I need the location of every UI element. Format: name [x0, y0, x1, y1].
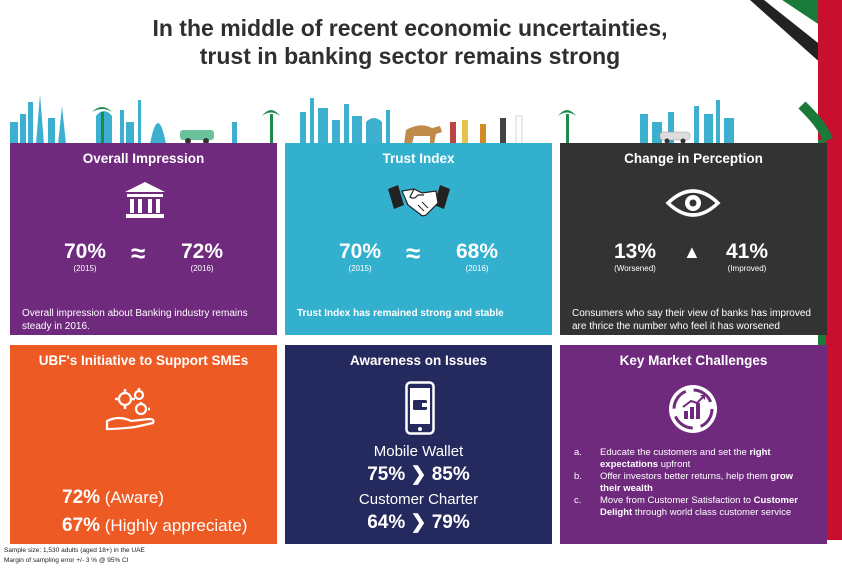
list-item-marker: a. — [574, 447, 582, 458]
key-market-challenges-card: Key Market Challenges a. Educate the cust… — [560, 345, 827, 544]
mobile-wallet-values: 75% ❯ 85% — [367, 464, 470, 485]
list-item-emphasis: grow their wealth — [600, 471, 794, 494]
list-item-text-end: through world class customer service — [632, 506, 792, 518]
customer-charter-label: Customer Charter — [358, 491, 479, 508]
overall-value-2016: 72% — [180, 240, 224, 263]
mobile-wallet-icon — [405, 381, 435, 435]
mobile-wallet-label: Mobile Wallet — [373, 443, 464, 460]
overall-impression-heading: Overall Impression — [82, 151, 205, 166]
perception-worsened-label: (Worsened) — [614, 264, 656, 273]
list-item-text: Offer investors better returns, help the… — [600, 471, 771, 482]
overall-value-2015: 70% — [63, 240, 107, 263]
gears-hand-icon — [105, 388, 155, 431]
sme-appreciate-row: 67% (Highly appreciate) — [62, 515, 247, 537]
perception-worsened-value: 13% — [613, 240, 657, 263]
overall-year-2016: (2016) — [190, 264, 214, 273]
approx-symbol: ≈ — [406, 238, 421, 268]
title-line-2: trust in banking sector remains strong — [199, 43, 621, 69]
trust-description: Trust Index has remained strong and stab… — [297, 308, 504, 319]
footnote-sample-size: Sample size: 1,530 adults (aged 18+) in … — [4, 547, 145, 554]
approx-symbol: ≈ — [131, 238, 146, 268]
perception-heading: Change in Perception — [624, 151, 763, 166]
list-item-text: Educate the customers and set the — [600, 447, 750, 458]
dubai-skyline-illustration — [10, 94, 734, 144]
perception-improved-value: 41% — [725, 240, 769, 263]
change-in-perception-card: Change in Perception 13% (Worsened) ▲ 41… — [560, 143, 827, 335]
awareness-card: Awareness on Issues Mobile Wallet 75% ❯ … — [285, 345, 552, 544]
challenges-heading: Key Market Challenges — [619, 353, 768, 368]
trust-value-2015: 70% — [338, 240, 382, 263]
page-title: In the middle of recent economic uncerta… — [60, 14, 760, 70]
customer-charter-values: 64% ❯ 79% — [367, 512, 470, 533]
growth-cycle-icon — [669, 385, 717, 433]
sme-aware-label: (Aware) — [104, 488, 164, 507]
list-item-marker: b. — [574, 471, 582, 482]
footnote-margin-of-error: Margin of sampling error +/- 3 % @ 95% C… — [4, 557, 129, 564]
overall-year-2015: (2015) — [73, 264, 97, 273]
eye-icon — [665, 189, 721, 217]
list-item-text: Move from Customer Satisfaction to — [600, 495, 754, 506]
overall-description: Overall impression about Banking industr… — [22, 308, 248, 332]
trust-year-2016: (2016) — [465, 264, 489, 273]
trust-index-card: Trust Index 70% (2015) ≈ 68% (2016) Trus… — [285, 143, 552, 335]
trust-index-heading: Trust Index — [382, 151, 455, 166]
list-item-text-end: upfront — [658, 458, 691, 470]
awareness-heading: Awareness on Issues — [349, 353, 488, 368]
trust-value-2016: 68% — [455, 240, 499, 263]
perception-improved-label: (Improved) — [727, 264, 767, 273]
list-item-emphasis: right expectations — [600, 447, 771, 470]
sme-heading: UBF's Initiative to Support SMEs — [38, 353, 249, 368]
list-item: a. Educate the customers and set the righ… — [572, 447, 812, 470]
perception-description: Consumers who say their view of banks ha… — [572, 308, 811, 332]
challenges-list: a. Educate the customers and set the righ… — [572, 447, 812, 519]
list-item-emphasis: Customer Delight — [600, 495, 798, 518]
sme-aware-row: 72% (Aware) — [62, 487, 164, 509]
sme-appreciate-label: (Highly appreciate) — [104, 516, 248, 535]
list-item: c. Move from Customer Satisfaction to Cus… — [572, 495, 812, 518]
list-item-marker: c. — [574, 495, 582, 506]
title-line-1: In the middle of recent economic uncerta… — [152, 15, 668, 41]
handshake-icon — [388, 185, 450, 217]
trust-year-2015: (2015) — [348, 264, 372, 273]
bank-icon — [125, 182, 165, 218]
overall-impression-card: Overall Impression 70% (2015) ≈ 72% (201… — [10, 143, 277, 335]
sme-aware-value: 72% — [62, 487, 101, 508]
sme-appreciate-value: 67% — [62, 515, 101, 536]
up-arrow-icon: ▲ — [683, 242, 701, 262]
sme-initiative-card: UBF's Initiative to Support SMEs 72% (Aw… — [10, 345, 277, 544]
list-item: b. Offer investors better returns, help t… — [572, 471, 812, 494]
